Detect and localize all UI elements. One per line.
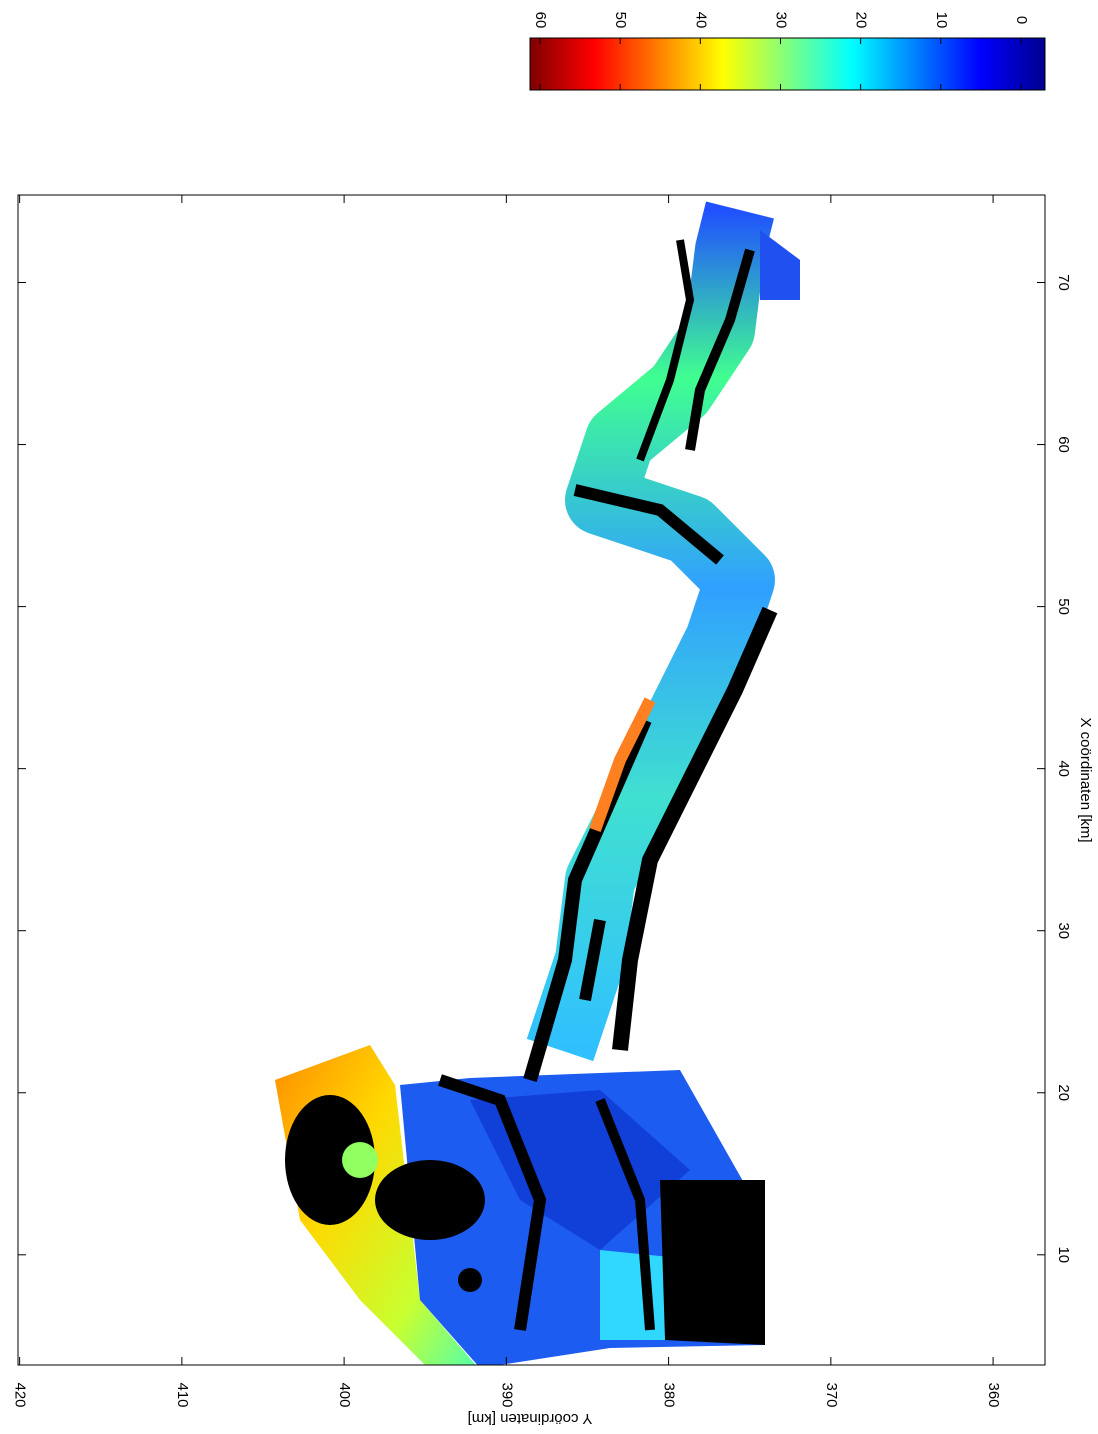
colorbar-tick-label: 50 — [612, 12, 629, 29]
y-tick-label: 380 — [661, 1382, 678, 1407]
colorbar-tick-label: 20 — [853, 12, 870, 29]
y-tick-label: 400 — [336, 1382, 353, 1407]
y-tick-label: 410 — [174, 1382, 191, 1407]
colorbar-tick-label: 10 — [933, 12, 950, 29]
colorbar — [529, 37, 1046, 91]
x-tick-label: 60 — [1055, 436, 1072, 453]
y-tick-label: 390 — [498, 1382, 515, 1407]
x-tick-label: 50 — [1055, 598, 1072, 615]
map-field — [275, 201, 800, 1365]
colorbar-tick-label: 30 — [773, 12, 790, 29]
x-tick-label: 30 — [1055, 922, 1072, 939]
x-axis-label: X coördinaten [km] — [1077, 717, 1094, 842]
x-tick-label: 20 — [1055, 1084, 1072, 1101]
x-tick-label: 40 — [1055, 760, 1072, 777]
y-tick-label: 420 — [12, 1382, 29, 1407]
y-tick-label: 360 — [985, 1382, 1002, 1407]
colorbar-tick-label: 40 — [692, 12, 709, 29]
x-tick-label: 70 — [1055, 274, 1072, 291]
colorbar-tick-label: 0 — [1013, 16, 1030, 24]
colorbar-tick-label: 60 — [532, 12, 549, 29]
x-tick-label: 10 — [1055, 1246, 1072, 1263]
plot-frame — [17, 194, 1046, 1366]
y-axis-label: Y coördinaten [km] — [468, 1410, 593, 1427]
y-tick-label: 370 — [823, 1382, 840, 1407]
